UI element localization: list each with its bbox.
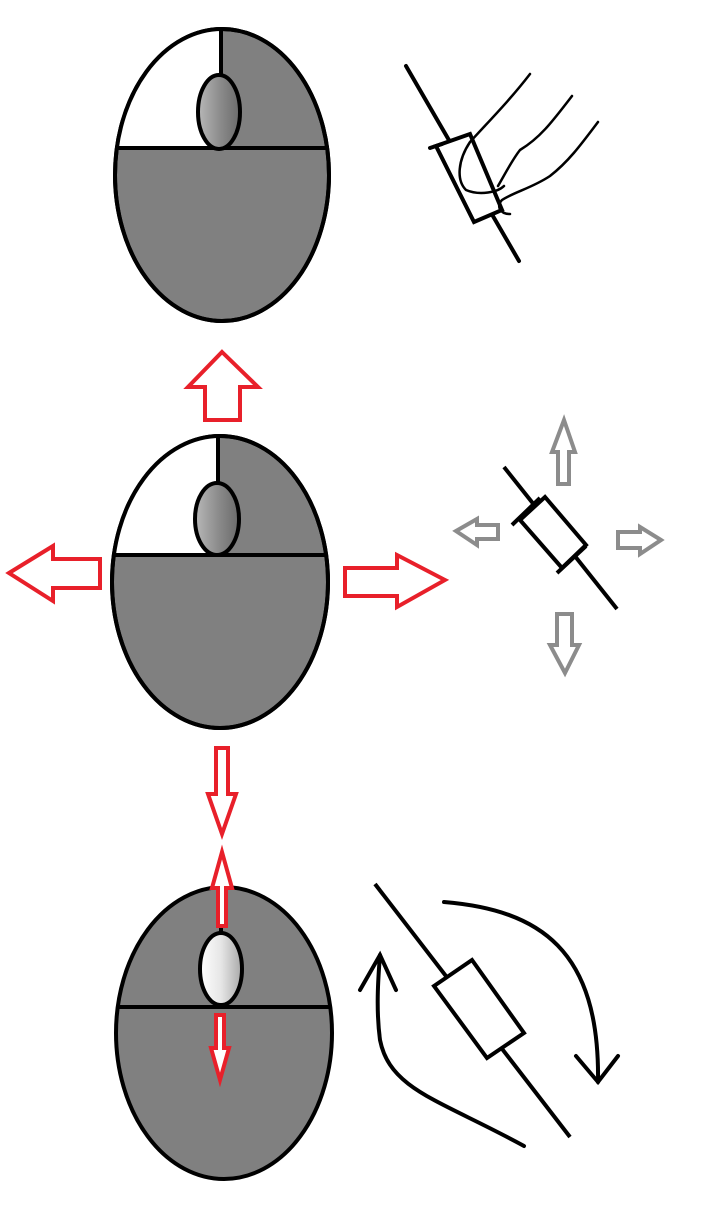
resistor-icon <box>373 882 572 1139</box>
arrow-left-icon <box>452 515 500 549</box>
arrow-up-icon <box>549 414 578 486</box>
arrow-up-icon <box>183 349 263 422</box>
panel-left-click <box>113 27 600 323</box>
arrow-down-icon <box>205 746 239 841</box>
arrow-down-icon <box>546 612 583 678</box>
arrow-right-icon <box>343 551 450 611</box>
arrow-up-icon <box>209 844 235 928</box>
rotate-arrow-icon <box>442 900 620 1086</box>
left-button-released <box>118 30 221 148</box>
scroll-wheel-icon <box>198 931 244 1007</box>
mouse-icon <box>110 434 330 730</box>
left-button-released <box>115 437 218 555</box>
rotate-arrow-icon <box>358 950 526 1148</box>
arrow-right-icon <box>616 523 665 558</box>
panel-wheel-scroll <box>114 844 620 1181</box>
mouse-icon <box>113 27 331 323</box>
scroll-wheel-icon <box>193 481 241 557</box>
arrow-left-icon <box>5 542 102 605</box>
finger-icon <box>404 64 600 263</box>
panel-drag-move <box>5 414 665 730</box>
scroll-wheel-icon <box>196 73 242 151</box>
resistor-icon <box>502 465 619 611</box>
arrow-down-icon <box>208 1013 232 1088</box>
